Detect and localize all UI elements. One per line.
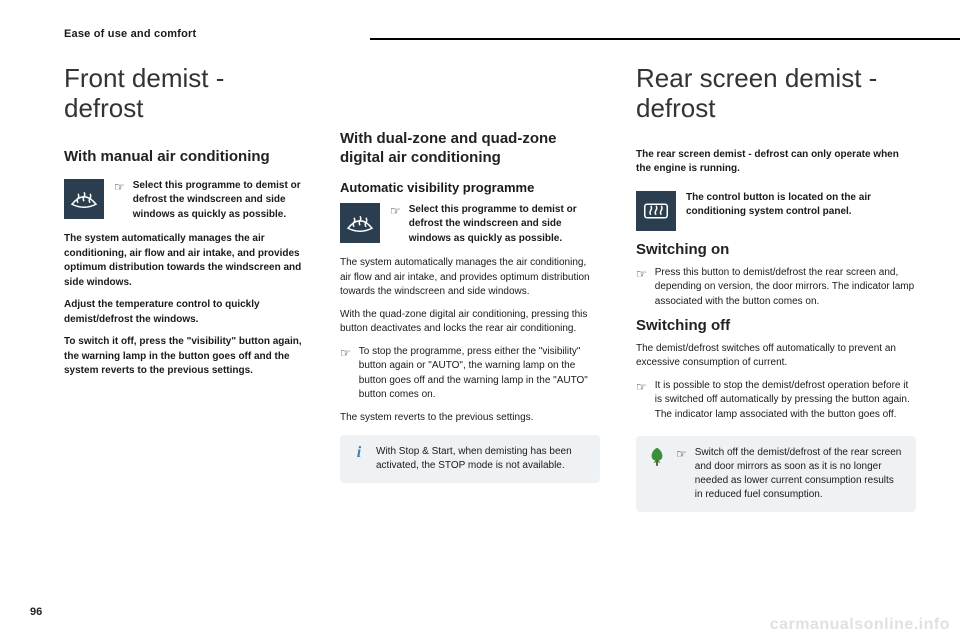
subheading-manual-ac: With manual air conditioning — [64, 148, 304, 167]
pointer-icon: ☞ — [636, 379, 647, 396]
column-3: Rear screen demist - defrost The rear sc… — [636, 64, 916, 512]
subheading-dual-quad: With dual-zone and quad-zone digital air… — [340, 130, 600, 168]
columns: Front demist - defrost With manual air c… — [64, 64, 912, 512]
info-icon: i — [352, 445, 366, 461]
lead-rear: The rear screen demist - defrost can onl… — [636, 148, 916, 177]
column-2: With dual-zone and quad-zone digital air… — [340, 64, 600, 512]
info-text: With Stop & Start, when demisting has be… — [376, 445, 588, 473]
windscreen-defrost-icon — [345, 211, 375, 235]
icon-block-front-defrost: ☞ Select this programme to demist or def… — [64, 179, 304, 223]
subsub-auto-visibility: Automatic visibility programme — [340, 180, 600, 195]
column-1: Front demist - defrost With manual air c… — [64, 64, 304, 512]
eco-bullet: ☞ Switch off the demist/defrost of the r… — [676, 446, 904, 502]
pointer-icon: ☞ — [114, 179, 125, 196]
bullet-select-programme-2: ☞ Select this programme to demist or def… — [390, 203, 600, 247]
front-defrost-icon — [64, 179, 104, 219]
pointer-icon: ☞ — [636, 266, 647, 283]
eco-text: Switch off the demist/defrost of the rea… — [695, 446, 904, 502]
para-quadzone-lock: With the quad-zone digital air condition… — [340, 308, 600, 337]
title-rear-demist: Rear screen demist - defrost — [636, 64, 916, 124]
para-manages-2: The system automatically manages the air… — [340, 256, 600, 300]
heading-switching-on: Switching on — [636, 241, 916, 260]
page-number: 96 — [30, 606, 42, 618]
text-select-programme-1: Select this programme to demist or defro… — [133, 179, 304, 223]
icon-block-rear-defrost: The control button is located on the air… — [636, 191, 916, 231]
text-control-button-location: The control button is located on the air… — [686, 191, 916, 220]
spacer — [340, 64, 600, 130]
para-switch-off-1: To switch it off, press the "visibility"… — [64, 335, 304, 379]
para-reverts: The system reverts to the previous setti… — [340, 411, 600, 426]
pointer-icon: ☞ — [340, 345, 351, 362]
icon-block-auto-visibility: ☞ Select this programme to demist or def… — [340, 203, 600, 247]
bullet-switching-off: ☞ It is possible to stop the demist/defr… — [636, 379, 916, 423]
para-auto-off: The demist/defrost switches off automati… — [636, 342, 916, 371]
bullet-select-programme-1: ☞ Select this programme to demist or def… — [114, 179, 304, 223]
text-select-programme-2: Select this programme to demist or defro… — [409, 203, 600, 247]
header-rule — [370, 38, 960, 40]
title-front-demist: Front demist - defrost — [64, 64, 304, 124]
eco-box: ☞ Switch off the demist/defrost of the r… — [636, 436, 916, 512]
rear-defrost-icon — [636, 191, 676, 231]
bullet-switching-on: ☞ Press this button to demist/defrost th… — [636, 266, 916, 310]
para-adjust-temp: Adjust the temperature control to quickl… — [64, 298, 304, 327]
text-switching-off: It is possible to stop the demist/defros… — [655, 379, 916, 423]
rear-window-defrost-icon — [641, 199, 671, 223]
heading-switching-off: Switching off — [636, 317, 916, 336]
para-manages-1: The system automatically manages the air… — [64, 232, 304, 290]
text-switching-on: Press this button to demist/defrost the … — [655, 266, 916, 310]
page-root: Ease of use and comfort Front demist - d… — [0, 0, 960, 640]
watermark: carmanualsonline.info — [770, 616, 950, 634]
windscreen-defrost-icon — [69, 187, 99, 211]
pointer-icon: ☞ — [676, 446, 687, 463]
front-defrost-icon-2 — [340, 203, 380, 243]
info-box-stop-start: i With Stop & Start, when demisting has … — [340, 435, 600, 483]
bullet-stop-programme: ☞ To stop the programme, press either th… — [340, 345, 600, 403]
pointer-icon: ☞ — [390, 203, 401, 220]
tree-icon — [648, 446, 666, 468]
text-stop-programme: To stop the programme, press either the … — [359, 345, 600, 403]
